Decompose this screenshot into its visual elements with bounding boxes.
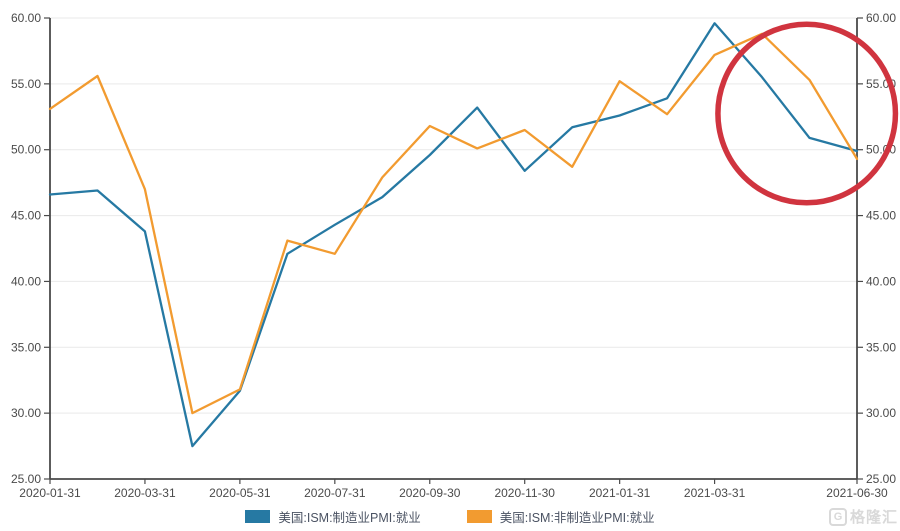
- left-y-tick-label: 35.00: [11, 340, 41, 354]
- left-y-tick-label: 25.00: [11, 472, 41, 486]
- x-tick-label: 2020-07-31: [304, 486, 366, 500]
- x-tick-label: 2021-06-30: [826, 486, 888, 500]
- x-tick-label: 2020-03-31: [114, 486, 176, 500]
- chart-legend: 美国:ISM:制造业PMI:就业 美国:ISM:非制造业PMI:就业: [0, 507, 900, 526]
- x-tick-label: 2020-05-31: [209, 486, 271, 500]
- watermark-text: 格隆汇: [849, 509, 898, 526]
- series-line-manufacturing: [48, 22, 859, 448]
- legend-label-non-manufacturing: 美国:ISM:非制造业PMI:就业: [499, 511, 655, 525]
- left-y-tick-label: 50.00: [11, 143, 41, 157]
- left-y-tick-label: 55.00: [11, 77, 41, 91]
- right-y-tick-label: 40.00: [866, 274, 896, 288]
- left-y-tick-label: 30.00: [11, 406, 41, 420]
- legend-swatch-non-manufacturing-icon: [466, 510, 492, 523]
- watermark-gelonghui: G 格隆汇: [828, 506, 898, 527]
- left-y-tick-label: 60.00: [11, 11, 41, 25]
- gelonghui-logo-icon: G: [828, 507, 847, 526]
- x-tick-label: 2020-09-30: [399, 486, 461, 500]
- legend-swatch-manufacturing-icon: [245, 510, 271, 523]
- right-y-tick-label: 30.00: [866, 406, 896, 420]
- highlight-circle-annotation: [715, 21, 899, 206]
- right-y-tick-label: 35.00: [866, 340, 896, 354]
- legend-label-manufacturing: 美国:ISM:制造业PMI:就业: [278, 511, 421, 525]
- left-y-tick-label: 40.00: [11, 274, 41, 288]
- x-tick-label: 2021-01-31: [589, 486, 651, 500]
- series-line-non-manufacturing: [48, 32, 859, 415]
- legend-item-non-manufacturing: 美国:ISM:非制造业PMI:就业: [466, 507, 655, 526]
- x-tick-label: 2021-03-31: [684, 486, 746, 500]
- x-tick-label: 2020-01-31: [19, 486, 81, 500]
- left-y-tick-label: 45.00: [11, 209, 41, 223]
- x-tick-label: 2020-11-30: [494, 486, 555, 500]
- legend-item-manufacturing: 美国:ISM:制造业PMI:就业: [245, 507, 421, 526]
- right-y-tick-label: 25.00: [866, 472, 896, 486]
- right-y-tick-label: 45.00: [866, 209, 896, 223]
- right-y-tick-label: 60.00: [866, 11, 896, 25]
